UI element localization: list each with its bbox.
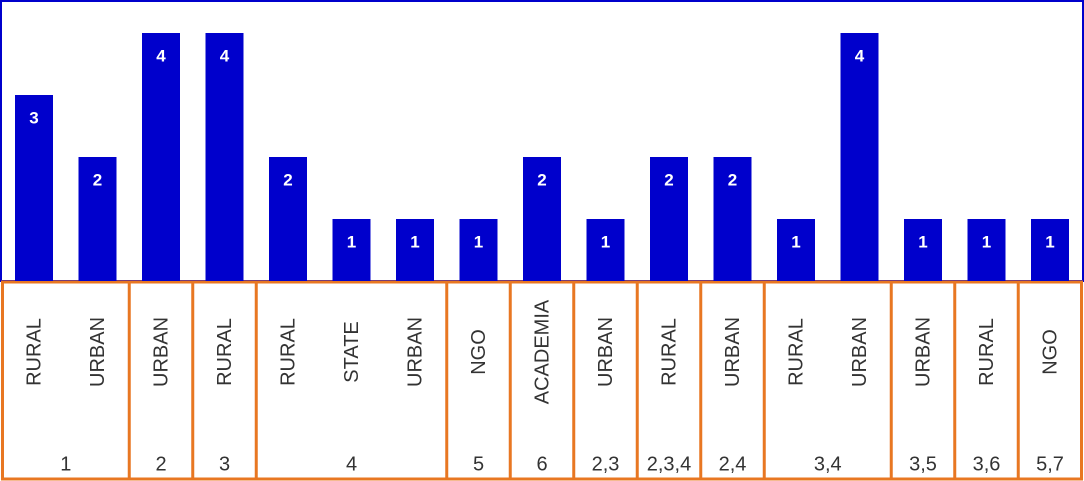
value-label: 2 [664,170,673,189]
category-label: RURAL [23,318,45,386]
group-label: 2,3 [592,453,620,475]
group-label: 3,5 [909,453,937,475]
value-label: 2 [728,170,737,189]
bar [523,157,561,281]
bar [78,157,117,281]
category-label: URBAN [849,317,871,387]
bar [205,33,244,281]
category-label: NGO [468,329,490,375]
category-label: URBAN [595,317,617,387]
value-label: 1 [347,232,356,251]
bar [459,219,498,281]
category-label: STATE [341,321,363,382]
bar [15,95,53,281]
value-label: 3 [29,108,38,127]
bar [396,219,434,281]
bar [840,33,879,281]
bar [967,219,1006,281]
group-label: 2,4 [719,453,747,475]
group-label: 3 [219,453,230,475]
value-label: 2 [93,170,102,189]
value-label: 1 [1045,232,1054,251]
group-label: 3,4 [814,453,842,475]
category-label: URBAN [404,317,426,387]
group-label: 1 [60,453,71,475]
value-label: 1 [791,232,800,251]
category-label: RURAL [277,318,299,386]
bar [1031,219,1069,281]
bar [650,157,688,281]
group-label: 2,3,4 [647,453,691,475]
group-label: 6 [536,453,547,475]
category-label: URBAN [722,317,744,387]
category-label: URBAN [912,317,934,387]
category-label: RURAL [785,318,807,386]
category-label: URBAN [87,317,109,387]
category-label: RURAL [658,318,680,386]
group-label: 3,6 [973,453,1001,475]
value-label: 1 [982,232,991,251]
group-label: 5 [473,453,484,475]
category-label: URBAN [150,317,172,387]
group-label: 5,7 [1036,453,1064,475]
value-label: 4 [156,46,166,65]
group-label: 4 [346,453,357,475]
value-label: 1 [918,232,927,251]
bar [142,33,180,281]
value-label: 1 [410,232,419,251]
bar [777,219,815,281]
value-label: 1 [601,232,610,251]
bar [269,157,307,281]
category-label: ACADEMIA [531,299,553,404]
value-label: 1 [474,232,483,251]
category-label: RURAL [214,318,236,386]
bar [904,219,942,281]
value-label: 2 [537,170,546,189]
value-label: 4 [855,46,865,65]
value-label: 2 [283,170,292,189]
category-label: NGO [1039,329,1061,375]
bar [713,157,752,281]
category-label: RURAL [976,318,998,386]
bar [586,219,625,281]
value-label: 4 [220,46,230,65]
bar [332,219,371,281]
group-label: 2 [155,453,166,475]
